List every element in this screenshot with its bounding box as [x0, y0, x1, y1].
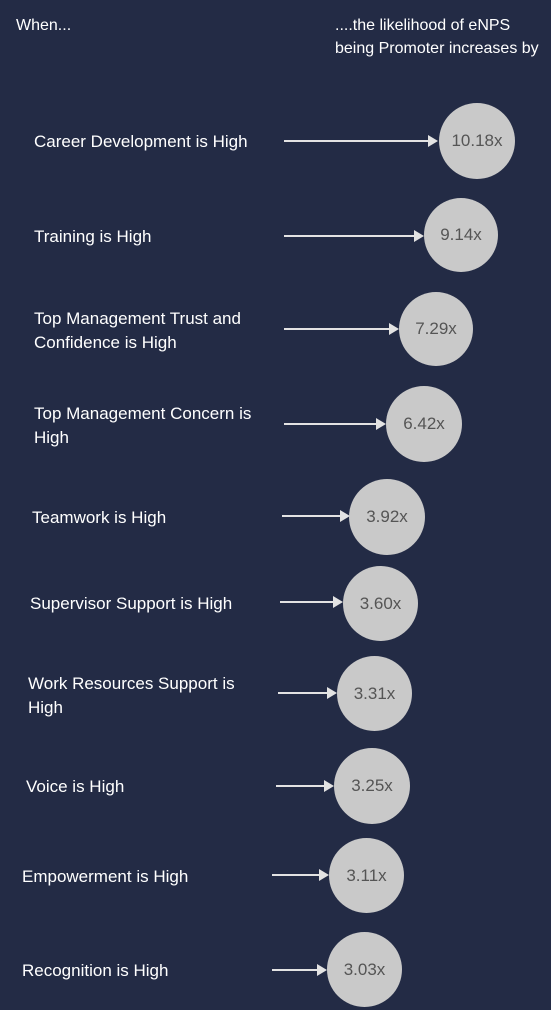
driver-label: Top Management Concern is High — [34, 404, 252, 447]
multiplier-bubble: 3.60x — [343, 566, 418, 641]
driver-label: Supervisor Support is High — [30, 594, 233, 613]
driver-label: Training is High — [34, 227, 152, 246]
arrow-icon — [282, 510, 350, 522]
driver-label: Recognition is High — [22, 961, 169, 980]
arrow-icon — [284, 323, 399, 335]
driver-label: Empowerment is High — [22, 867, 189, 886]
multiplier-bubble: 9.14x — [424, 198, 498, 272]
arrow-icon — [272, 869, 329, 881]
multiplier-bubble: 3.03x — [327, 932, 402, 1007]
arrow-icon — [284, 230, 424, 242]
driver-label: Teamwork is High — [32, 508, 167, 527]
when-header: When... — [16, 17, 72, 34]
arrow-icon — [284, 135, 438, 147]
arrow-icon — [276, 780, 334, 792]
driver-label: Top Management Trust and Confidence is H… — [34, 309, 241, 352]
arrow-icon — [284, 418, 386, 430]
driver-label: Voice is High — [26, 777, 125, 796]
multiplier-bubble: 3.25x — [334, 748, 410, 824]
arrow-icon — [278, 687, 337, 699]
arrow-icon — [280, 596, 343, 608]
arrow-icon — [272, 964, 327, 976]
driver-label: Work Resources Support is High — [28, 674, 235, 717]
multiplier-bubble: 3.92x — [349, 479, 425, 555]
multiplier-bubble: 3.31x — [337, 656, 412, 731]
multiplier-bubble: 6.42x — [386, 386, 462, 462]
multiplier-bubble: 3.11x — [329, 838, 404, 913]
driver-label: Career Development is High — [34, 132, 248, 151]
multiplier-bubble: 10.18x — [439, 103, 515, 179]
multiplier-bubble: 7.29x — [399, 292, 473, 366]
likelihood-header: ....the likelihood of eNPS being Promote… — [335, 17, 539, 57]
